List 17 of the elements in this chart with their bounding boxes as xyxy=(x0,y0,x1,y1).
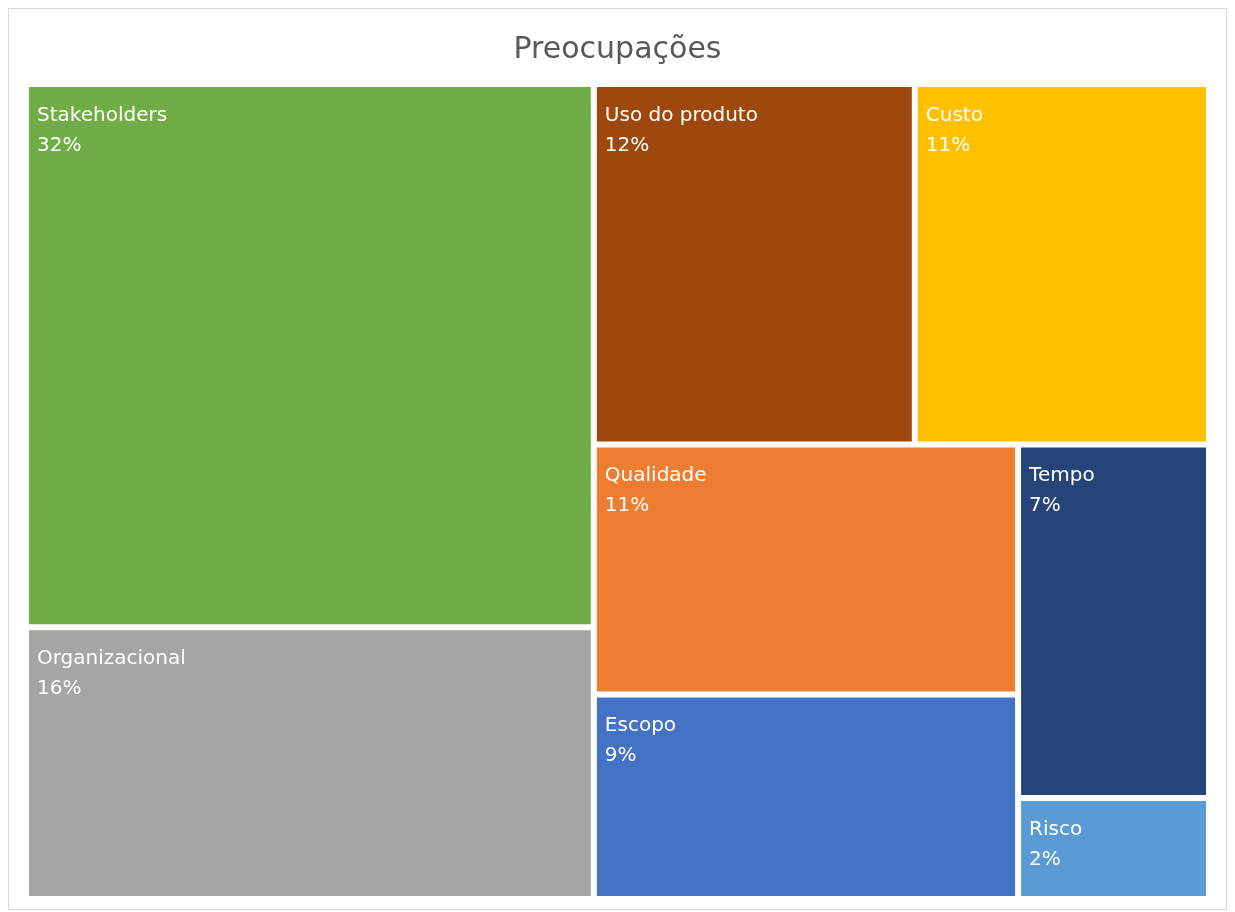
data-label: 11% xyxy=(604,492,650,517)
category-label: Escopo xyxy=(604,712,677,737)
category-label: Custo xyxy=(925,102,983,126)
category-label: Tempo xyxy=(1028,462,1095,487)
text: Preocupações xyxy=(513,29,722,65)
data-label: 11% xyxy=(925,132,971,156)
data-label: 7% xyxy=(1029,492,1061,517)
data-label: 16% xyxy=(37,675,82,700)
category-label: Risco xyxy=(1029,816,1083,840)
category-label: Stakeholders xyxy=(37,102,168,126)
data-label: 2% xyxy=(1029,846,1061,870)
category-label: Uso do produto xyxy=(604,102,758,126)
data-label: 12% xyxy=(604,132,650,156)
category-label: Qualidade xyxy=(604,462,707,487)
data-label: 9% xyxy=(604,742,637,767)
data-label: 32% xyxy=(37,132,82,156)
category-label: Organizacional xyxy=(37,645,186,670)
